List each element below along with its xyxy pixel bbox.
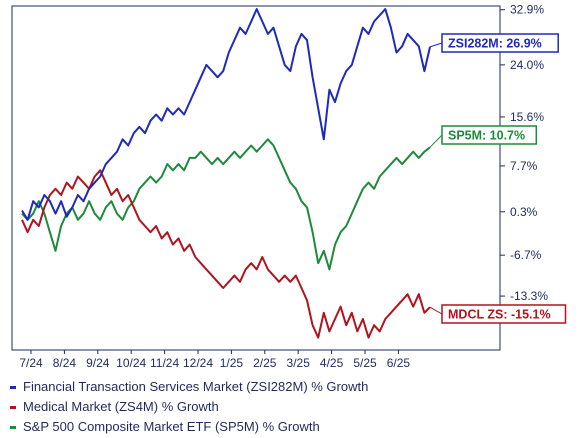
legend-swatch-green	[10, 425, 16, 429]
end-label-connector	[429, 134, 443, 148]
end-label-text: ZSI282M: 26.9%	[448, 37, 542, 51]
series-line-2	[21, 138, 431, 271]
legend-item-zsi282m: Financial Transaction Services Market (Z…	[10, 377, 570, 397]
legend: Financial Transaction Services Market (Z…	[10, 377, 570, 437]
y-tick-label: 32.9%	[510, 3, 544, 17]
legend-label-zsi282m: Financial Transaction Services Market (Z…	[23, 379, 369, 394]
x-tick-label: 11/24	[150, 356, 179, 370]
legend-item-sp5m: S&P 500 Composite Market ETF (SP5M) % Gr…	[10, 417, 570, 437]
x-tick-label: 12/24	[183, 356, 213, 370]
series-line-0	[21, 8, 431, 221]
y-tick-label: -13.3%	[510, 289, 548, 303]
legend-label-sp5m: S&P 500 Composite Market ETF (SP5M) % Gr…	[23, 419, 320, 434]
x-tick-label: 9/24	[86, 356, 110, 370]
end-label-connector	[429, 306, 443, 315]
legend-label-zs4m: Medical Market (ZS4M) % Growth	[23, 399, 219, 414]
x-tick-label: 4/25	[320, 356, 344, 370]
x-tick-label: 2/25	[253, 356, 277, 370]
end-label-connector	[429, 42, 443, 48]
end-label-box	[441, 125, 538, 145]
legend-item-zs4m: Medical Market (ZS4M) % Growth	[10, 397, 570, 417]
x-tick-label: 6/25	[387, 356, 411, 370]
end-label-box	[441, 304, 567, 324]
series-lines	[21, 8, 431, 339]
y-tick-label: -6.7%	[510, 248, 542, 262]
y-tick-label: 24.0%	[510, 58, 544, 72]
end-label-text: SP5M: 10.7%	[448, 129, 525, 143]
end-label-box	[441, 33, 559, 53]
x-tick-label: 8/24	[53, 356, 77, 370]
end-labels: ZSI282M: 26.9% MDCL ZS: -15.1% SP5M: 10.7%	[429, 33, 567, 324]
end-label-text: MDCL ZS: -15.1%	[448, 308, 551, 322]
y-axis-ticks: 32.9% 24.0% 15.6% 7.7% 0.3% -6.7% -13.3%	[500, 3, 548, 303]
legend-swatch-red	[10, 405, 16, 409]
x-axis-ticks: 7/24 8/24 9/24 10/24 11/24 12/24 1/25 2/25 3/25 4…	[19, 350, 410, 370]
y-tick-label: 0.3%	[510, 205, 538, 219]
x-tick-label: 3/25	[287, 356, 311, 370]
x-tick-label: 10/24	[116, 356, 146, 370]
y-tick-label: 7.7%	[510, 159, 538, 173]
legend-swatch-blue	[10, 385, 16, 389]
x-tick-label: 1/25	[220, 356, 244, 370]
y-tick-label: 15.6%	[510, 110, 544, 124]
x-tick-label: 5/25	[353, 356, 377, 370]
x-tick-label: 7/24	[19, 356, 43, 370]
